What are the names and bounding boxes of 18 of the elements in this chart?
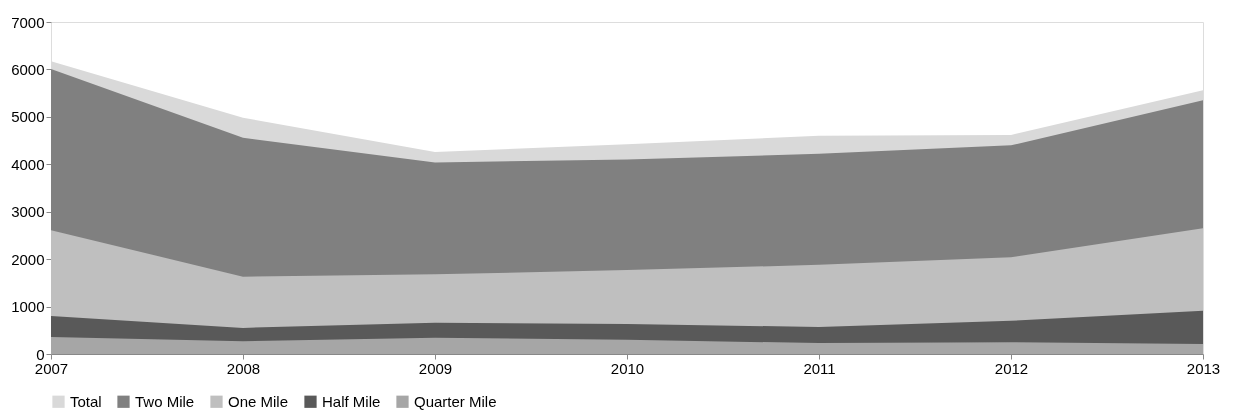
x-tick-label: 2008 bbox=[226, 359, 261, 377]
legend-label: Half Mile bbox=[322, 392, 381, 410]
x-tick-label: 2013 bbox=[1186, 359, 1221, 377]
legend-label: One Mile bbox=[228, 392, 289, 410]
x-tick-label: 2012 bbox=[994, 359, 1029, 377]
y-tick-label: 1000 bbox=[11, 298, 45, 316]
legend-label: Two Mile bbox=[135, 392, 195, 410]
y-tick-label: 5000 bbox=[11, 108, 45, 126]
legend-label: Total bbox=[70, 392, 102, 410]
y-tick-label: 4000 bbox=[11, 155, 45, 173]
x-tick-label: 2011 bbox=[803, 359, 836, 377]
y-tick-label: 6000 bbox=[11, 60, 45, 78]
y-tick-label: 3000 bbox=[11, 203, 45, 221]
x-tick-label: 2010 bbox=[610, 359, 645, 377]
legend-label: Quarter Mile bbox=[414, 392, 497, 410]
y-tick-label: 7000 bbox=[11, 13, 45, 31]
y-tick-label: 2000 bbox=[11, 250, 45, 268]
x-tick-label: 2009 bbox=[418, 359, 453, 377]
